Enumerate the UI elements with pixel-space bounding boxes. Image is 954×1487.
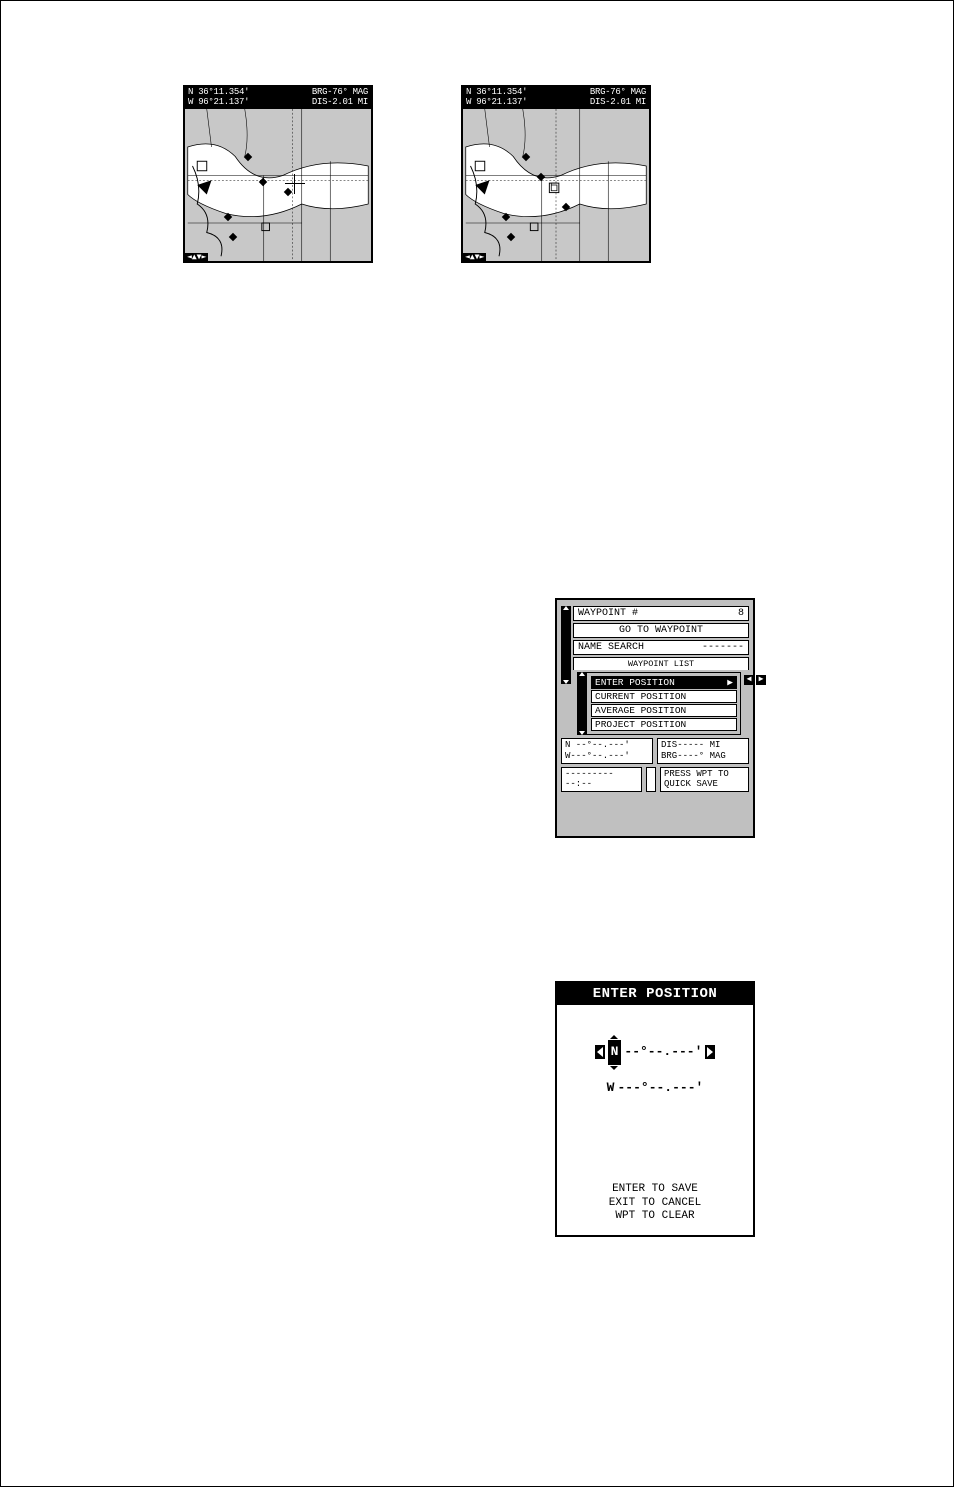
value: 8 [738,608,744,619]
goto-waypoint-row[interactable]: GO TO WAYPOINT [573,623,749,638]
left-arrow-icon[interactable]: ◀ [744,675,754,685]
waypoint-list-row[interactable]: WAYPOINT LIST [573,657,749,670]
hint-exit: EXIT TO CANCEL [557,1197,753,1210]
label: NAME SEARCH [578,642,644,653]
blank-lat: N --°--.---' [565,740,649,751]
current-position-option[interactable]: CURRENT POSITION [591,690,737,703]
waypoint-number-row[interactable]: WAYPOINT # 8 [573,606,749,621]
hint-line1: PRESS WPT TO [664,769,745,780]
blank-name: --------- [565,769,638,780]
hint-line2: QUICK SAVE [664,779,745,790]
down-arrow-icon[interactable] [610,1066,618,1070]
latitude-input[interactable]: N --°--.---' [567,1035,743,1070]
blank-time: --:-- [565,779,638,790]
enter-position-screen: ENTER POSITION N --°--.---' W---°--.---'… [555,981,755,1237]
value: ------- [702,642,744,653]
position-submenu: ENTER POSITION ▶ CURRENT POSITION AVERAG… [577,672,741,735]
up-arrow-icon[interactable] [610,1035,618,1039]
left-arrow-icon[interactable] [595,1045,605,1059]
waypoint-menu-screen: WAYPOINT # 8 GO TO WAYPOINT NAME SEARCH … [555,598,755,838]
enter-position-option[interactable]: ENTER POSITION ▶ [591,676,737,689]
longitude-input[interactable]: W---°--.---' [567,1076,743,1101]
map-arrows-icon: ◄▲▼► [185,253,208,261]
map-header: N 36°11.354' W 96°21.137' BRG-76° MAG DI… [463,87,649,109]
hemisphere-n[interactable]: N [608,1040,622,1065]
map-screen-1: N 36°11.354' W 96°21.137' BRG-76° MAG DI… [183,85,373,263]
map-arrows-icon: ◄▲▼► [463,253,486,261]
lon-readout: W 96°21.137' [188,98,249,108]
label: WAYPOINT # [578,608,638,619]
map-header: N 36°11.354' W 96°21.137' BRG-76° MAG DI… [185,87,371,109]
map-canvas: ◄▲▼► [463,109,649,261]
right-arrow-icon[interactable] [705,1045,715,1059]
lon-value: ---°--.---' [617,1076,703,1101]
blank-dis: DIS----- MI [661,740,745,751]
lat-value: --°--.---' [624,1040,702,1065]
right-arrow-icon[interactable]: ▶ [756,675,766,685]
hint-wpt: WPT TO CLEAR [557,1210,753,1223]
blank-brg: BRG----° MAG [661,751,745,762]
enter-position-title: ENTER POSITION [557,983,753,1005]
dis-readout: DIS-2.01 MI [590,98,646,108]
lon-readout: W 96°21.137' [466,98,527,108]
map-screen-2: N 36°11.354' W 96°21.137' BRG-76° MAG DI… [461,85,651,263]
hint-enter: ENTER TO SAVE [557,1183,753,1196]
project-position-option[interactable]: PROJECT POSITION [591,718,737,731]
blank-lon: W---°--.---' [565,751,649,762]
name-search-row[interactable]: NAME SEARCH ------- [573,640,749,655]
hemisphere-w: W [607,1076,615,1101]
status-row-2: --------- --:-- PRESS WPT TO QUICK SAVE [561,767,749,793]
map-canvas: ◄▲▼► [185,109,371,261]
status-row-1: N --°--.---' W---°--.---' DIS----- MI BR… [561,738,749,764]
dis-readout: DIS-2.01 MI [312,98,368,108]
average-position-option[interactable]: AVERAGE POSITION [591,704,737,717]
footer-hints: ENTER TO SAVE EXIT TO CANCEL WPT TO CLEA… [557,1183,753,1223]
